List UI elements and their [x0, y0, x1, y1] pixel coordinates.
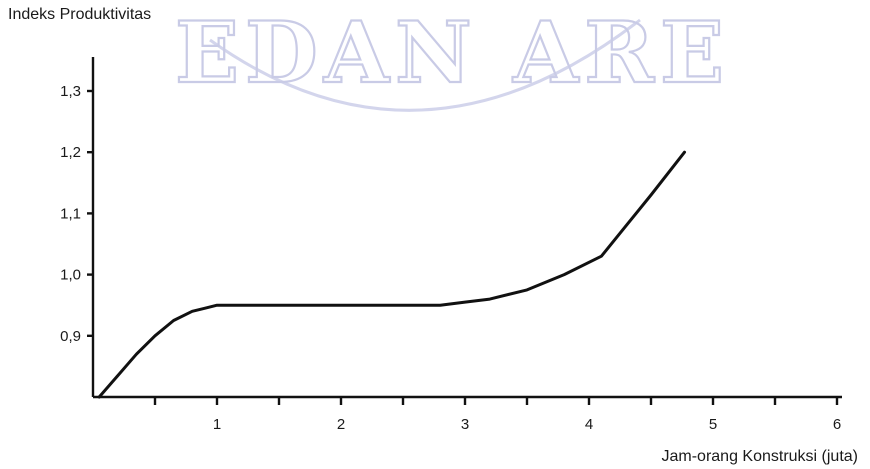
y-tick-label: 1,1	[60, 205, 81, 222]
watermark-arc	[209, 18, 641, 112]
x-tick-label: 6	[833, 416, 841, 433]
series-line	[97, 150, 686, 399]
y-axis-title: Indeks Produktivitas	[8, 6, 151, 23]
y-tick-label: 1,2	[60, 144, 81, 161]
watermark: EDAN ARE	[174, 2, 730, 112]
y-tick-label: 1,3	[60, 83, 81, 100]
x-tick-label: 2	[337, 416, 345, 433]
x-tick-label: 1	[213, 416, 221, 433]
y-tick-label: 0,9	[60, 328, 81, 345]
y-axis-ticks: 0,9 1,0 1,1 1,2 1,3	[60, 83, 94, 345]
x-tick-label: 3	[461, 416, 469, 433]
x-axis-title: Jam-orang Konstruksi (juta)	[661, 448, 858, 465]
series-group	[97, 150, 686, 399]
x-axis-ticks: 1 2 3 4 5 6	[153, 396, 841, 433]
y-tick-label: 1,0	[60, 267, 81, 284]
watermark-text: EDAN ARE	[175, 3, 730, 102]
x-tick-label: 5	[709, 416, 717, 433]
x-tick-label: 4	[585, 416, 593, 433]
